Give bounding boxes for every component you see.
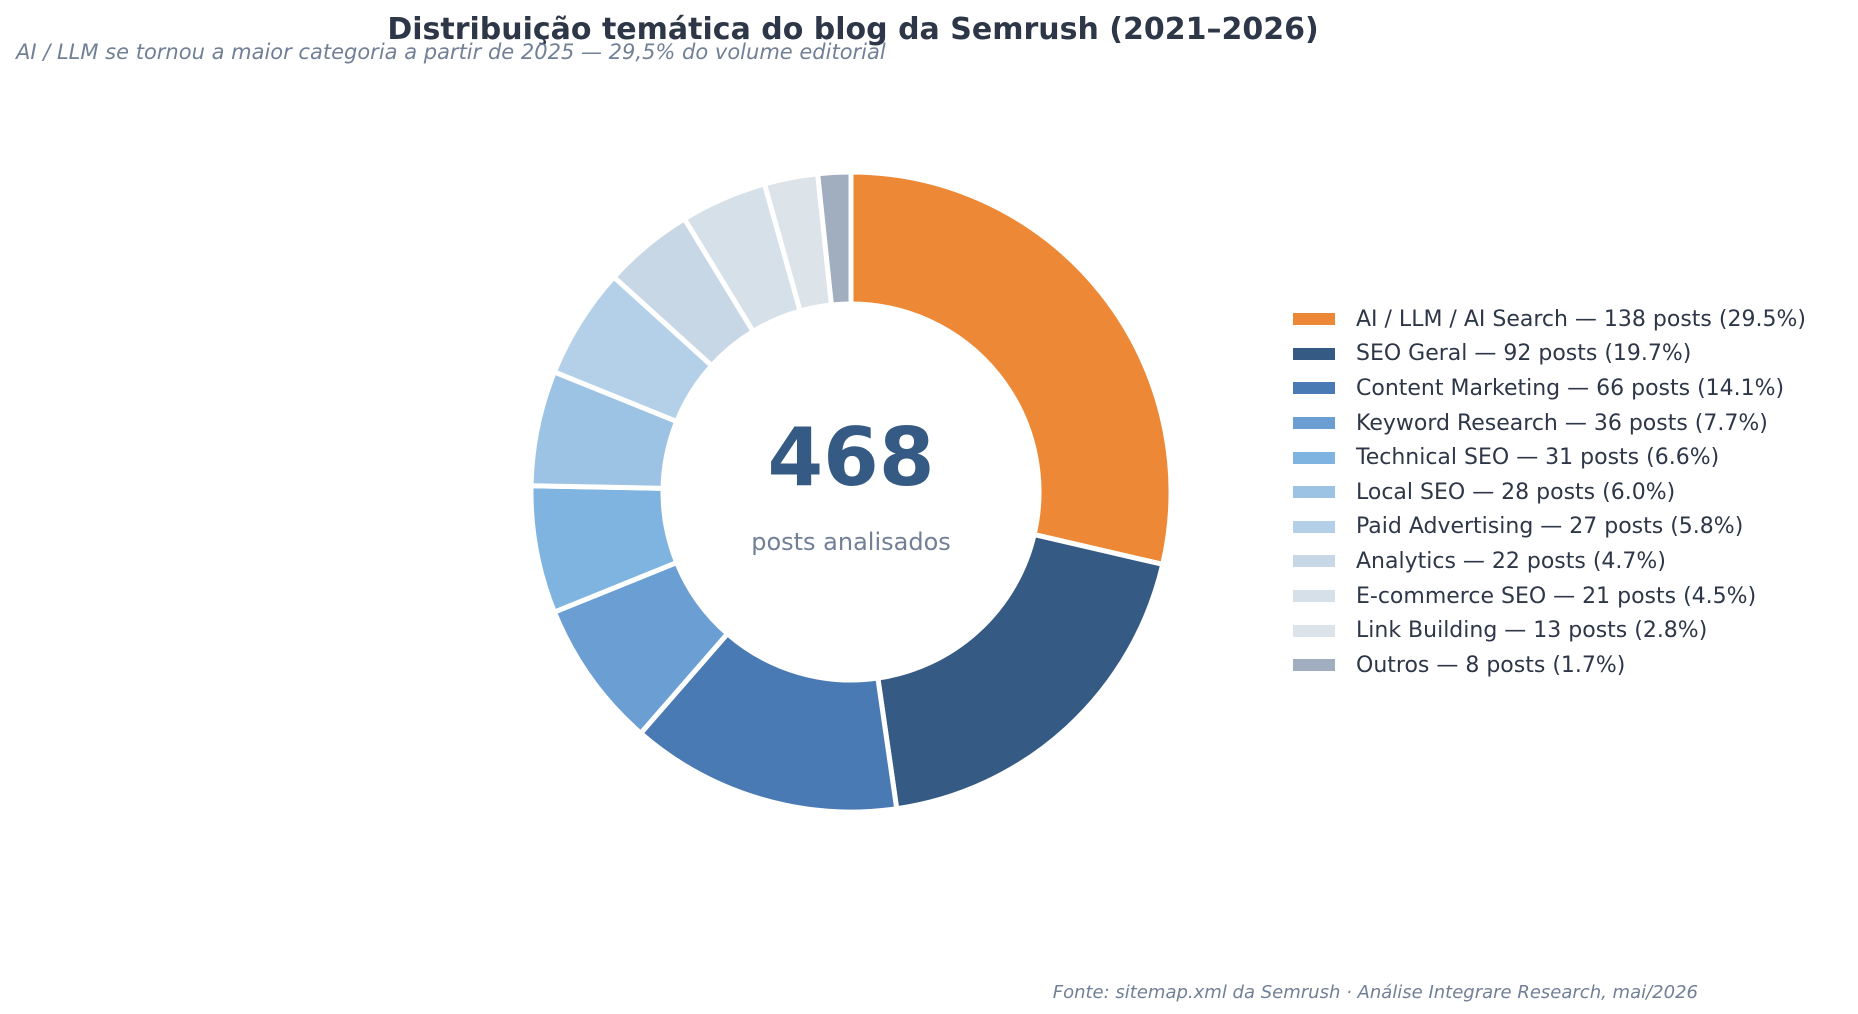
legend-item: Keyword Research — 36 posts (7.7%): [1293, 406, 1806, 441]
legend-label: Content Marketing — 66 posts (14.1%): [1356, 375, 1785, 401]
legend-swatch: [1293, 624, 1335, 637]
legend-item: Local SEO — 28 posts (6.0%): [1293, 475, 1806, 510]
legend-swatch: [1293, 313, 1335, 326]
legend-label: Analytics — 22 posts (4.7%): [1356, 548, 1666, 574]
legend-label: Link Building — 13 posts (2.8%): [1356, 618, 1708, 644]
chart-subtitle: AI / LLM se tornou a maior categoria a p…: [16, 40, 886, 64]
legend-swatch: [1293, 520, 1335, 533]
donut-slices: [528, 169, 1174, 815]
legend-item: SEO Geral — 92 posts (19.7%): [1293, 337, 1806, 372]
legend-label: Paid Advertising — 27 posts (5.8%): [1356, 514, 1744, 540]
legend-item: Technical SEO — 31 posts (6.6%): [1293, 440, 1806, 475]
legend-item: Content Marketing — 66 posts (14.1%): [1293, 371, 1806, 406]
donut-slice-10: [814, 169, 854, 308]
legend-swatch: [1293, 555, 1335, 568]
legend-swatch: [1293, 417, 1335, 430]
legend-item: Paid Advertising — 27 posts (5.8%): [1293, 510, 1806, 545]
source-note: Fonte: sitemap.xml da Semrush · Análise …: [1052, 982, 1698, 1003]
chart-title: Distribuição temática do blog da Semrush…: [387, 12, 1319, 47]
legend-swatch: [1293, 659, 1335, 672]
legend-label: Outros — 8 posts (1.7%): [1356, 652, 1626, 678]
legend-item: Outros — 8 posts (1.7%): [1293, 648, 1806, 683]
legend-label: AI / LLM / AI Search — 138 posts (29.5%): [1356, 306, 1806, 332]
legend-label: Keyword Research — 36 posts (7.7%): [1356, 410, 1768, 436]
legend-label: E-commerce SEO — 21 posts (4.5%): [1356, 583, 1757, 609]
legend-item: Link Building — 13 posts (2.8%): [1293, 613, 1806, 648]
donut-slice-1: [875, 531, 1166, 812]
legend-label: Local SEO — 28 posts (6.0%): [1356, 479, 1676, 505]
legend-swatch: [1293, 590, 1335, 603]
donut-slice-0: [848, 169, 1174, 568]
legend-item: AI / LLM / AI Search — 138 posts (29.5%): [1293, 302, 1806, 337]
legend-label: SEO Geral — 92 posts (19.7%): [1356, 341, 1692, 367]
donut-center-value: 468: [768, 411, 935, 504]
legend-item: E-commerce SEO — 21 posts (4.5%): [1293, 579, 1806, 614]
legend-label: Technical SEO — 31 posts (6.6%): [1356, 445, 1720, 471]
legend-swatch: [1293, 451, 1335, 464]
donut-center-label: posts analisados: [751, 528, 951, 556]
legend-swatch: [1293, 347, 1335, 360]
legend-swatch: [1293, 382, 1335, 395]
legend-swatch: [1293, 486, 1335, 499]
legend: AI / LLM / AI Search — 138 posts (29.5%)…: [1293, 302, 1806, 683]
legend-item: Analytics — 22 posts (4.7%): [1293, 544, 1806, 579]
